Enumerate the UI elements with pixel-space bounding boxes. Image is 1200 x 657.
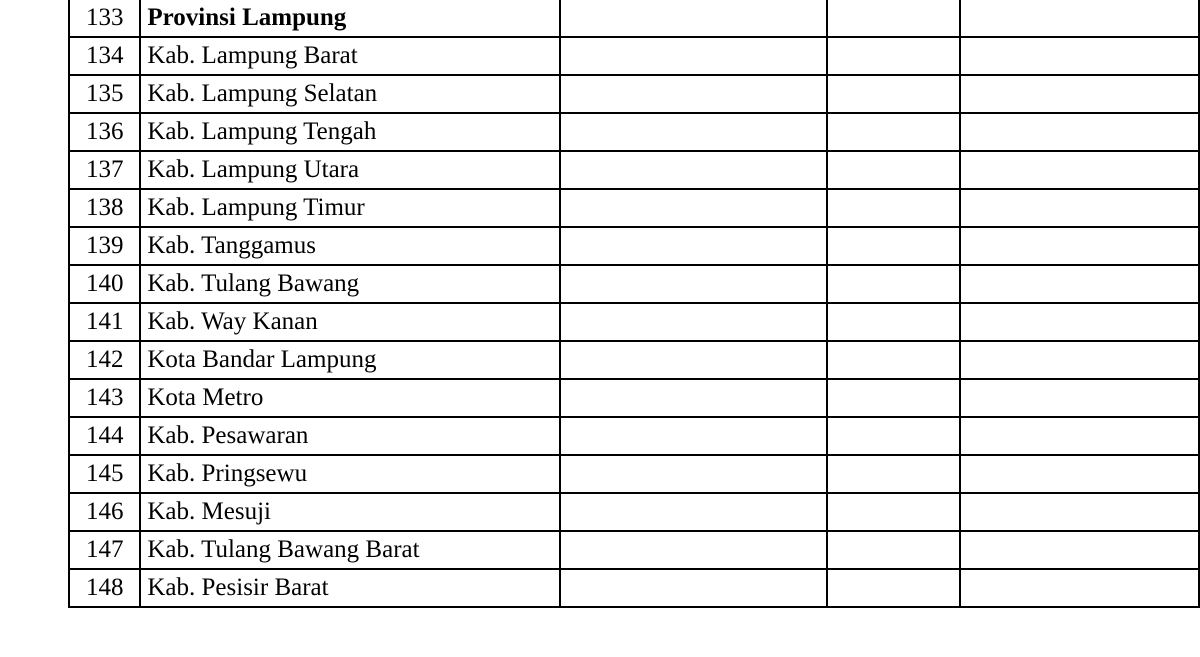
data-cell [960,265,1199,303]
data-cell [560,569,828,607]
page-container: 133Provinsi Lampung134Kab. Lampung Barat… [0,0,1200,657]
row-number: 143 [69,379,140,417]
data-cell [960,37,1199,75]
data-cell [827,493,960,531]
data-cell [560,341,828,379]
data-cell [560,0,828,37]
row-number: 145 [69,455,140,493]
region-name: Provinsi Lampung [140,0,560,37]
region-table: 133Provinsi Lampung134Kab. Lampung Barat… [68,0,1200,608]
row-number: 140 [69,265,140,303]
data-cell [827,569,960,607]
data-cell [560,189,828,227]
row-number: 141 [69,303,140,341]
region-name: Kab. Tulang Bawang [140,265,560,303]
row-number: 136 [69,113,140,151]
data-cell [960,379,1199,417]
data-cell [560,265,828,303]
region-name: Kota Bandar Lampung [140,341,560,379]
region-name: Kab. Way Kanan [140,303,560,341]
region-name: Kab. Pringsewu [140,455,560,493]
row-number: 133 [69,0,140,37]
data-cell [960,493,1199,531]
region-name: Kab. Lampung Selatan [140,75,560,113]
data-cell [827,227,960,265]
region-name: Kab. Pesawaran [140,417,560,455]
region-name: Kab. Lampung Tengah [140,113,560,151]
table-row: 136Kab. Lampung Tengah [69,113,1199,151]
row-number: 137 [69,151,140,189]
data-cell [560,113,828,151]
data-cell [560,379,828,417]
data-cell [827,265,960,303]
data-cell [827,75,960,113]
data-cell [827,0,960,37]
table-row: 143Kota Metro [69,379,1199,417]
table-row: 140Kab. Tulang Bawang [69,265,1199,303]
region-table-body: 133Provinsi Lampung134Kab. Lampung Barat… [69,0,1199,607]
table-row: 138Kab. Lampung Timur [69,189,1199,227]
data-cell [960,151,1199,189]
data-cell [827,151,960,189]
data-cell [827,531,960,569]
data-cell [960,303,1199,341]
row-number: 138 [69,189,140,227]
data-cell [827,417,960,455]
row-number: 134 [69,37,140,75]
data-cell [960,341,1199,379]
data-cell [827,303,960,341]
data-cell [560,417,828,455]
data-cell [827,113,960,151]
region-name: Kota Metro [140,379,560,417]
row-number: 135 [69,75,140,113]
data-cell [560,37,828,75]
region-name: Kab. Mesuji [140,493,560,531]
row-number: 139 [69,227,140,265]
data-cell [560,531,828,569]
data-cell [827,379,960,417]
region-name: Kab. Lampung Utara [140,151,560,189]
data-cell [560,75,828,113]
row-number: 148 [69,569,140,607]
table-row: 135Kab. Lampung Selatan [69,75,1199,113]
data-cell [560,455,828,493]
data-cell [960,75,1199,113]
data-cell [827,189,960,227]
table-row: 137Kab. Lampung Utara [69,151,1199,189]
table-row: 148Kab. Pesisir Barat [69,569,1199,607]
data-cell [960,227,1199,265]
data-cell [960,417,1199,455]
table-row: 142Kota Bandar Lampung [69,341,1199,379]
table-row: 147Kab. Tulang Bawang Barat [69,531,1199,569]
data-cell [960,531,1199,569]
data-cell [960,455,1199,493]
data-cell [960,113,1199,151]
region-name: Kab. Lampung Barat [140,37,560,75]
data-cell [827,455,960,493]
row-number: 146 [69,493,140,531]
data-cell [560,227,828,265]
table-row: 141Kab. Way Kanan [69,303,1199,341]
data-cell [560,151,828,189]
table-row: 134Kab. Lampung Barat [69,37,1199,75]
row-number: 147 [69,531,140,569]
data-cell [960,189,1199,227]
table-row: 146Kab. Mesuji [69,493,1199,531]
row-number: 144 [69,417,140,455]
data-cell [560,303,828,341]
row-number: 142 [69,341,140,379]
table-row: 139Kab. Tanggamus [69,227,1199,265]
table-row: 133Provinsi Lampung [69,0,1199,37]
region-name: Kab. Tanggamus [140,227,560,265]
data-cell [560,493,828,531]
data-cell [960,569,1199,607]
data-cell [960,0,1199,37]
region-name: Kab. Tulang Bawang Barat [140,531,560,569]
table-row: 144Kab. Pesawaran [69,417,1199,455]
region-name: Kab. Pesisir Barat [140,569,560,607]
data-cell [827,37,960,75]
table-row: 145Kab. Pringsewu [69,455,1199,493]
region-name: Kab. Lampung Timur [140,189,560,227]
data-cell [827,341,960,379]
